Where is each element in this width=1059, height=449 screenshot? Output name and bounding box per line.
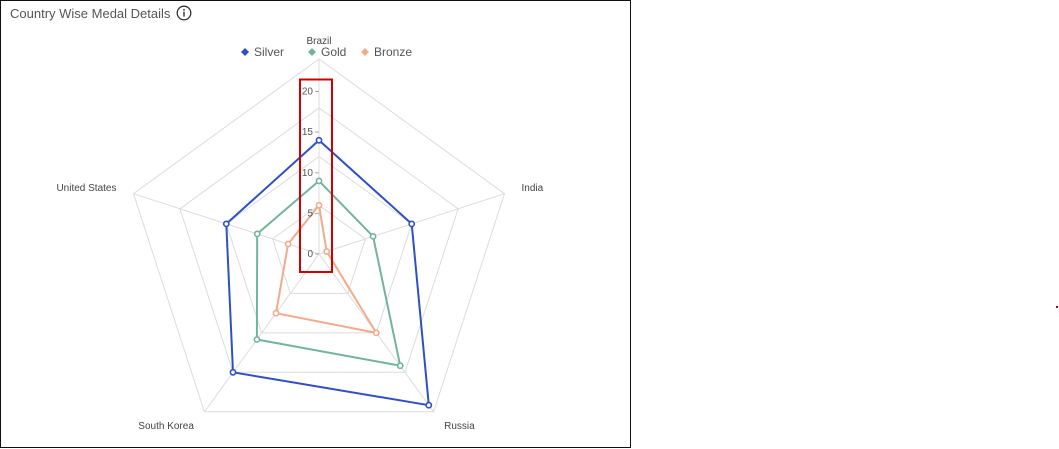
legend-item-gold[interactable]: Gold xyxy=(308,45,346,59)
data-point-silver-south-korea[interactable] xyxy=(229,368,237,376)
series-line-bronze xyxy=(275,204,378,334)
legend-label-bronze: Bronze xyxy=(374,45,412,59)
data-point-gold-india[interactable] xyxy=(369,232,377,240)
legend-item-bronze[interactable]: Bronze xyxy=(361,45,412,59)
category-label-south-korea: South Korea xyxy=(138,421,194,432)
legend-label-gold: Gold xyxy=(321,45,346,59)
tick-label: 20 xyxy=(302,87,314,98)
chart-panel: Country Wise Medal Details Brazil India Ru… xyxy=(0,0,631,448)
grid-ring xyxy=(132,58,506,413)
legend-item-silver[interactable]: Silver xyxy=(241,45,284,59)
data-point-gold-russia[interactable] xyxy=(396,362,404,370)
data-point-bronze-south-korea[interactable] xyxy=(272,309,280,317)
legend-marker-gold xyxy=(308,48,316,56)
legend: Silver Gold Bronze xyxy=(241,45,412,59)
category-label-united-states: United States xyxy=(56,183,116,194)
red-marker xyxy=(1056,306,1058,308)
highlight-box xyxy=(299,78,333,273)
info-icon[interactable] xyxy=(176,5,192,21)
category-label-brazil: Brazil xyxy=(306,36,331,47)
data-point-bronze-united-states[interactable] xyxy=(284,240,292,248)
grid-ring xyxy=(225,155,413,334)
category-label-russia: Russia xyxy=(444,421,475,432)
tick-label: 15 xyxy=(302,127,314,138)
data-point-silver-united-states[interactable] xyxy=(222,220,230,228)
series-line-gold xyxy=(255,179,402,367)
data-point-gold-united-states[interactable] xyxy=(253,230,261,238)
legend-marker-silver xyxy=(241,48,249,56)
data-point-bronze-brazil[interactable] xyxy=(315,201,323,209)
category-labels: Brazil India Russia South Korea United State… xyxy=(56,36,543,432)
page-title: Country Wise Medal Details xyxy=(10,5,171,21)
tick-label: 10 xyxy=(302,168,314,179)
panel-header: Country Wise Medal Details xyxy=(10,4,192,22)
data-point-gold-brazil[interactable] xyxy=(315,177,323,185)
series-line-silver xyxy=(225,139,430,407)
legend-marker-bronze xyxy=(361,48,369,56)
legend-label-silver: Silver xyxy=(254,45,284,59)
data-point-bronze-russia[interactable] xyxy=(372,329,380,337)
data-point-silver-india[interactable] xyxy=(408,220,416,228)
grid-ring xyxy=(179,107,459,373)
radar-grid xyxy=(132,58,506,413)
series-gold xyxy=(253,177,404,370)
tick-label: 0 xyxy=(307,249,313,260)
data-point-silver-russia[interactable] xyxy=(425,401,433,409)
series-layer xyxy=(222,136,433,409)
data-point-gold-south-korea[interactable] xyxy=(253,336,261,343)
series-silver xyxy=(222,136,433,409)
data-point-bronze-india[interactable] xyxy=(323,248,331,255)
radial-axis-ticks: 0 5 10 15 20 xyxy=(302,87,319,260)
grid-ring xyxy=(272,204,366,294)
data-point-silver-brazil[interactable] xyxy=(315,136,323,144)
series-bronze xyxy=(272,201,380,337)
category-label-india: India xyxy=(522,183,544,194)
radar-chart: Brazil India Russia South Korea United State… xyxy=(56,36,543,432)
tick-label: 5 xyxy=(307,208,313,219)
grid-spoke-south-korea xyxy=(203,253,320,413)
